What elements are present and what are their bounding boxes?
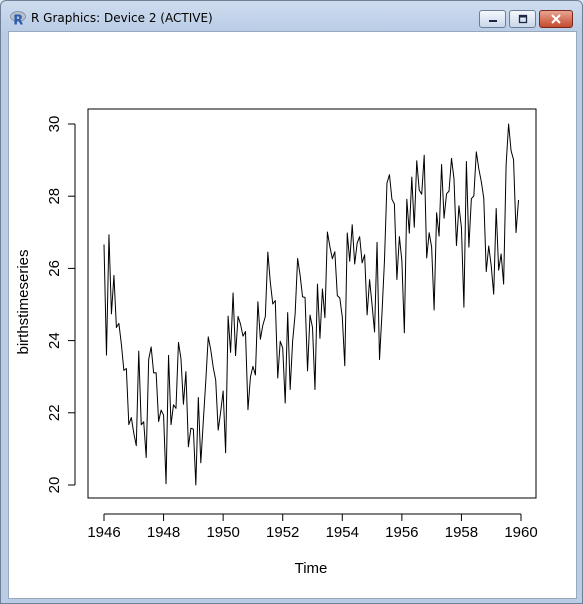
y-axis: 20 22 24 26 28 30 [46, 116, 76, 494]
x-tick-label: 1958 [445, 524, 478, 541]
maximize-icon [518, 14, 527, 24]
y-axis-label: birthstimeseries [15, 249, 32, 354]
close-button[interactable] [539, 10, 573, 28]
plot-frame [87, 108, 537, 499]
close-icon [551, 14, 561, 24]
x-tick-label: 1948 [147, 524, 180, 541]
x-tick-label: 1946 [87, 524, 120, 541]
maximize-button[interactable] [509, 10, 536, 28]
r-logo-icon: R [10, 11, 26, 27]
x-tick-label: 1952 [266, 524, 299, 541]
minimize-icon [488, 20, 497, 22]
time-series-plot: 1946 1948 1950 1952 1954 1956 1958 1960 2022242… [15, 108, 538, 577]
x-tick-label: 1950 [206, 524, 239, 541]
y-tick-label: 28 [46, 188, 63, 205]
x-tick-label: 1954 [326, 524, 359, 541]
window-title: R Graphics: Device 2 (ACTIVE) [31, 11, 213, 25]
y-tick-label: 24 [46, 332, 63, 349]
svg-text:R: R [13, 14, 23, 27]
title-bar[interactable]: R R Graphics: Device 2 (ACTIVE) [1, 1, 582, 35]
x-axis: 1946 1948 1950 1952 1954 1956 1958 1960 [87, 513, 538, 541]
series-line [103, 123, 520, 486]
x-axis-label: Time [295, 560, 328, 577]
x-tick-label: 1956 [385, 524, 418, 541]
minimize-button[interactable] [479, 10, 506, 28]
y-tick-label: 20 [46, 477, 63, 494]
y-tick-label: 22 [46, 404, 63, 421]
y-tick-label: 26 [46, 260, 63, 277]
y-tick-label: 30 [46, 116, 63, 133]
x-tick-label: 1960 [504, 524, 537, 541]
plot-device-area: 1946 1948 1950 1952 1954 1956 1958 1960 20 22 24 2… [8, 31, 577, 599]
